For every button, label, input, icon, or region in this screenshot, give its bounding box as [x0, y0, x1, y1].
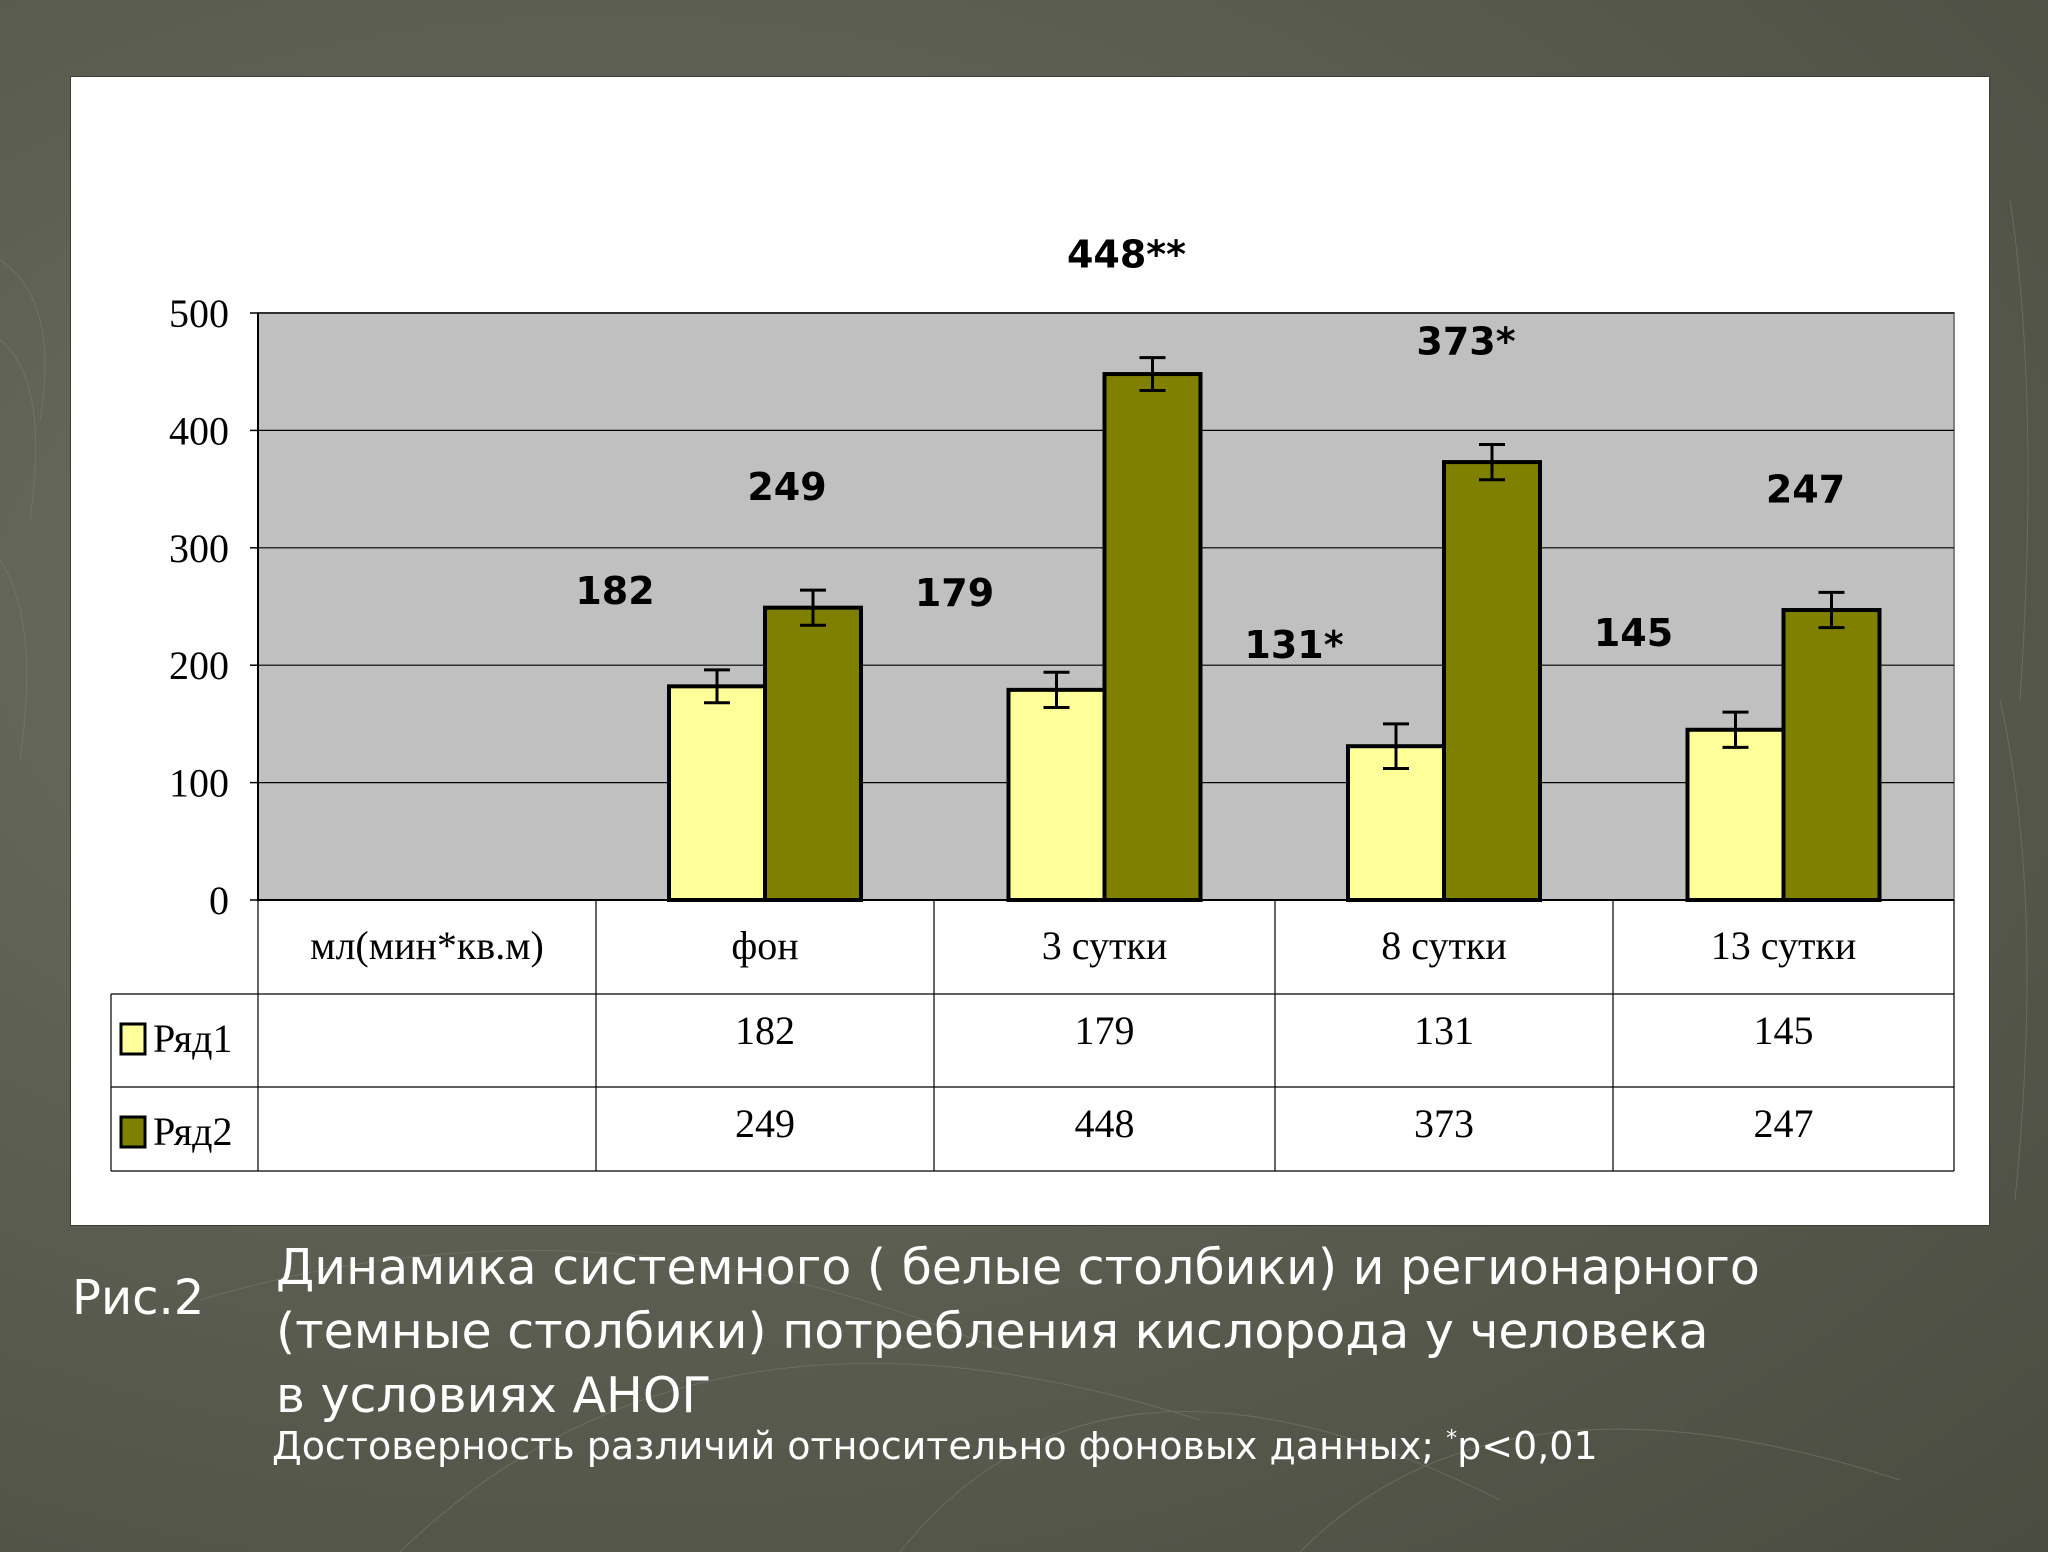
table-cell: 247 [1754, 1101, 1814, 1146]
category-label: фон [731, 923, 798, 968]
caption-line: (темные столбики) потребления кислорода … [276, 1303, 1709, 1360]
data-label: 373* [1416, 319, 1515, 363]
table-cell: 448 [1075, 1101, 1135, 1146]
legend-label: Ряд1 [153, 1016, 232, 1061]
bar-Ряд1-фон [667, 684, 767, 902]
note-text: Достоверность различий относительно фоно… [272, 1424, 1447, 1468]
legend-key-Ряд1 [119, 1022, 147, 1056]
bar-Ряд1-3 сутки [1006, 687, 1107, 902]
legend-label: Ряд2 [153, 1109, 232, 1154]
category-label: 13 сутки [1711, 923, 1857, 968]
category-label: 8 сутки [1381, 923, 1507, 968]
bar-Ряд2-фон [763, 605, 863, 902]
bar-Ряд1-13 сутки [1685, 727, 1786, 903]
caption-line: Динамика системного ( белые столбики) и … [276, 1239, 1760, 1296]
significance-note: Достоверность различий относительно фоно… [272, 1424, 1598, 1468]
table-cell: 249 [735, 1101, 795, 1146]
data-label: 247 [1766, 467, 1845, 511]
data-label: 145 [1594, 611, 1673, 655]
legend-key-Ряд2 [119, 1115, 147, 1149]
note-star: * [1446, 1426, 1458, 1452]
bar-chart: 0 100 200 300 400 500 182 249 179 448** 131* 373* 14… [110, 233, 1955, 1172]
table-cell: 179 [1075, 1008, 1135, 1053]
category-label: 3 сутки [1042, 923, 1168, 968]
bar-Ряд1-8 сутки [1346, 744, 1446, 902]
data-label: 179 [915, 571, 994, 615]
data-label: 249 [747, 465, 826, 509]
figure-caption: Динамика системного ( белые столбики) и … [276, 1236, 1976, 1428]
data-label: 131* [1244, 623, 1343, 667]
table-cell: 373 [1414, 1101, 1474, 1146]
y-tick-label: 500 [169, 291, 229, 336]
y-tick-label: 0 [209, 878, 229, 923]
figure-label: Рис.2 [72, 1270, 205, 1326]
bar-Ряд2-13 сутки [1781, 608, 1882, 902]
data-label: 182 [575, 569, 654, 613]
unit-label: мл(мин*кв.м) [310, 923, 544, 968]
chart-panel: 0 100 200 300 400 500 182 249 179 448** 131* 373* 14… [70, 76, 1990, 1226]
table-cell: 182 [735, 1008, 795, 1053]
y-tick-label: 300 [169, 526, 229, 571]
note-threshold: p<0,01 [1457, 1424, 1598, 1468]
table-cell: 131 [1414, 1008, 1474, 1053]
bar-Ряд2-3 сутки [1102, 372, 1203, 903]
table-cell: 145 [1754, 1008, 1814, 1053]
bar-Ряд2-8 сутки [1442, 460, 1542, 902]
y-tick-label: 400 [169, 408, 229, 453]
y-tick-label: 200 [169, 643, 229, 688]
data-label: 448** [1067, 233, 1186, 277]
caption-line: в условиях АНОГ [276, 1367, 712, 1424]
y-tick-label: 100 [169, 761, 229, 806]
